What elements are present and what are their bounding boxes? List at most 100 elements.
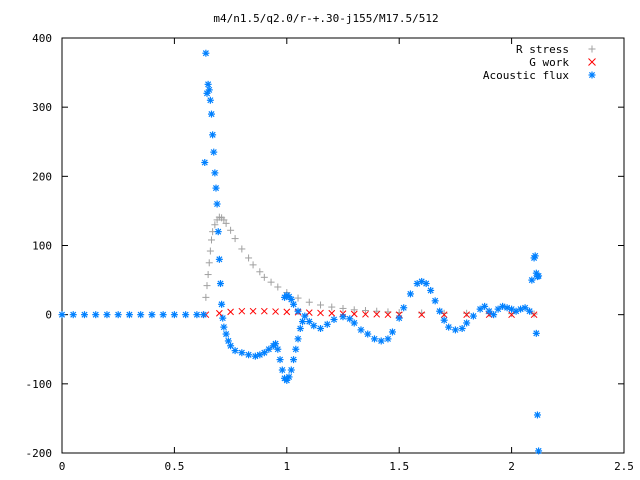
data-point xyxy=(350,310,358,318)
data-point xyxy=(296,325,304,332)
data-point xyxy=(451,326,459,334)
x-tick-label: 1 xyxy=(283,460,290,473)
data-point xyxy=(323,320,331,328)
data-point xyxy=(339,304,347,312)
data-point xyxy=(294,307,302,315)
data-point xyxy=(212,184,220,192)
data-point xyxy=(80,311,88,319)
y-tick-label: 200 xyxy=(32,170,52,183)
data-point xyxy=(205,86,213,94)
data-point xyxy=(272,340,280,348)
data-point xyxy=(317,301,325,309)
data-point xyxy=(485,307,493,315)
data-point xyxy=(92,311,100,319)
y-tick-label: 300 xyxy=(32,101,52,114)
data-point xyxy=(278,366,286,374)
data-point xyxy=(159,311,167,319)
data-point xyxy=(463,311,470,319)
data-point xyxy=(305,309,313,316)
data-point xyxy=(361,307,369,315)
data-point xyxy=(238,245,246,253)
data-point xyxy=(350,319,358,327)
data-point xyxy=(220,323,228,331)
data-point xyxy=(213,200,221,208)
data-point xyxy=(528,276,536,284)
data-point xyxy=(357,326,365,334)
data-point xyxy=(317,309,324,317)
data-point xyxy=(330,316,338,324)
data-point xyxy=(201,159,209,166)
data-point xyxy=(370,335,378,343)
y-axis: 400 300 200 100 0 -100 -200 xyxy=(26,32,624,460)
data-point xyxy=(215,255,223,263)
data-point xyxy=(328,303,336,311)
data-point xyxy=(209,131,217,139)
x-tick-label: 2.5 xyxy=(614,460,634,473)
data-point xyxy=(58,311,66,319)
data-point xyxy=(218,300,226,308)
data-point xyxy=(530,311,538,319)
data-point xyxy=(310,322,318,330)
data-point xyxy=(206,247,214,255)
data-point xyxy=(222,219,230,227)
x-tick-label: 0.5 xyxy=(164,460,184,473)
data-point xyxy=(205,259,213,267)
series-0 xyxy=(202,213,538,318)
data-point xyxy=(114,311,122,319)
data-point xyxy=(219,314,227,322)
data-point xyxy=(260,307,268,315)
data-point xyxy=(170,311,178,319)
data-point xyxy=(69,311,77,319)
x-tick-label: 2 xyxy=(508,460,515,473)
data-point xyxy=(238,349,246,357)
data-point xyxy=(210,148,218,156)
data-point xyxy=(418,309,426,317)
data-point xyxy=(227,226,235,234)
data-point xyxy=(400,304,408,312)
data-point xyxy=(535,272,543,280)
data-point xyxy=(214,228,222,236)
data-point xyxy=(274,283,282,291)
legend-label: Acoustic flux xyxy=(483,69,569,82)
data-point xyxy=(292,345,300,353)
data-point xyxy=(206,96,214,104)
data-point xyxy=(301,312,309,320)
data-point xyxy=(508,311,515,319)
data-point xyxy=(245,254,253,262)
data-point xyxy=(202,293,210,301)
data-point xyxy=(445,323,453,331)
legend-label: R stress xyxy=(516,43,569,56)
data-point xyxy=(287,366,295,374)
data-point xyxy=(384,335,392,343)
data-point xyxy=(207,236,215,244)
data-point xyxy=(305,298,313,306)
legend-marker xyxy=(588,45,596,53)
data-point xyxy=(384,311,392,319)
data-point xyxy=(418,311,426,319)
data-point xyxy=(294,335,302,343)
data-point xyxy=(294,294,302,302)
data-point xyxy=(274,345,282,353)
legend-label: G work xyxy=(529,56,569,69)
data-point xyxy=(373,310,381,318)
data-point xyxy=(463,309,471,317)
data-point xyxy=(535,447,543,455)
data-point xyxy=(193,311,201,319)
data-point xyxy=(427,286,435,294)
data-point xyxy=(440,316,448,324)
data-point xyxy=(204,271,212,279)
data-point xyxy=(395,314,403,322)
data-point xyxy=(227,342,235,350)
data-point xyxy=(245,351,253,359)
data-point xyxy=(204,80,212,88)
x-tick-label: 0 xyxy=(59,460,66,473)
data-point xyxy=(125,311,133,319)
data-point xyxy=(422,280,430,288)
data-point xyxy=(200,311,208,319)
data-point xyxy=(531,252,539,260)
data-point xyxy=(207,110,215,118)
y-tick-label: -200 xyxy=(26,447,53,460)
data-point xyxy=(203,282,211,290)
